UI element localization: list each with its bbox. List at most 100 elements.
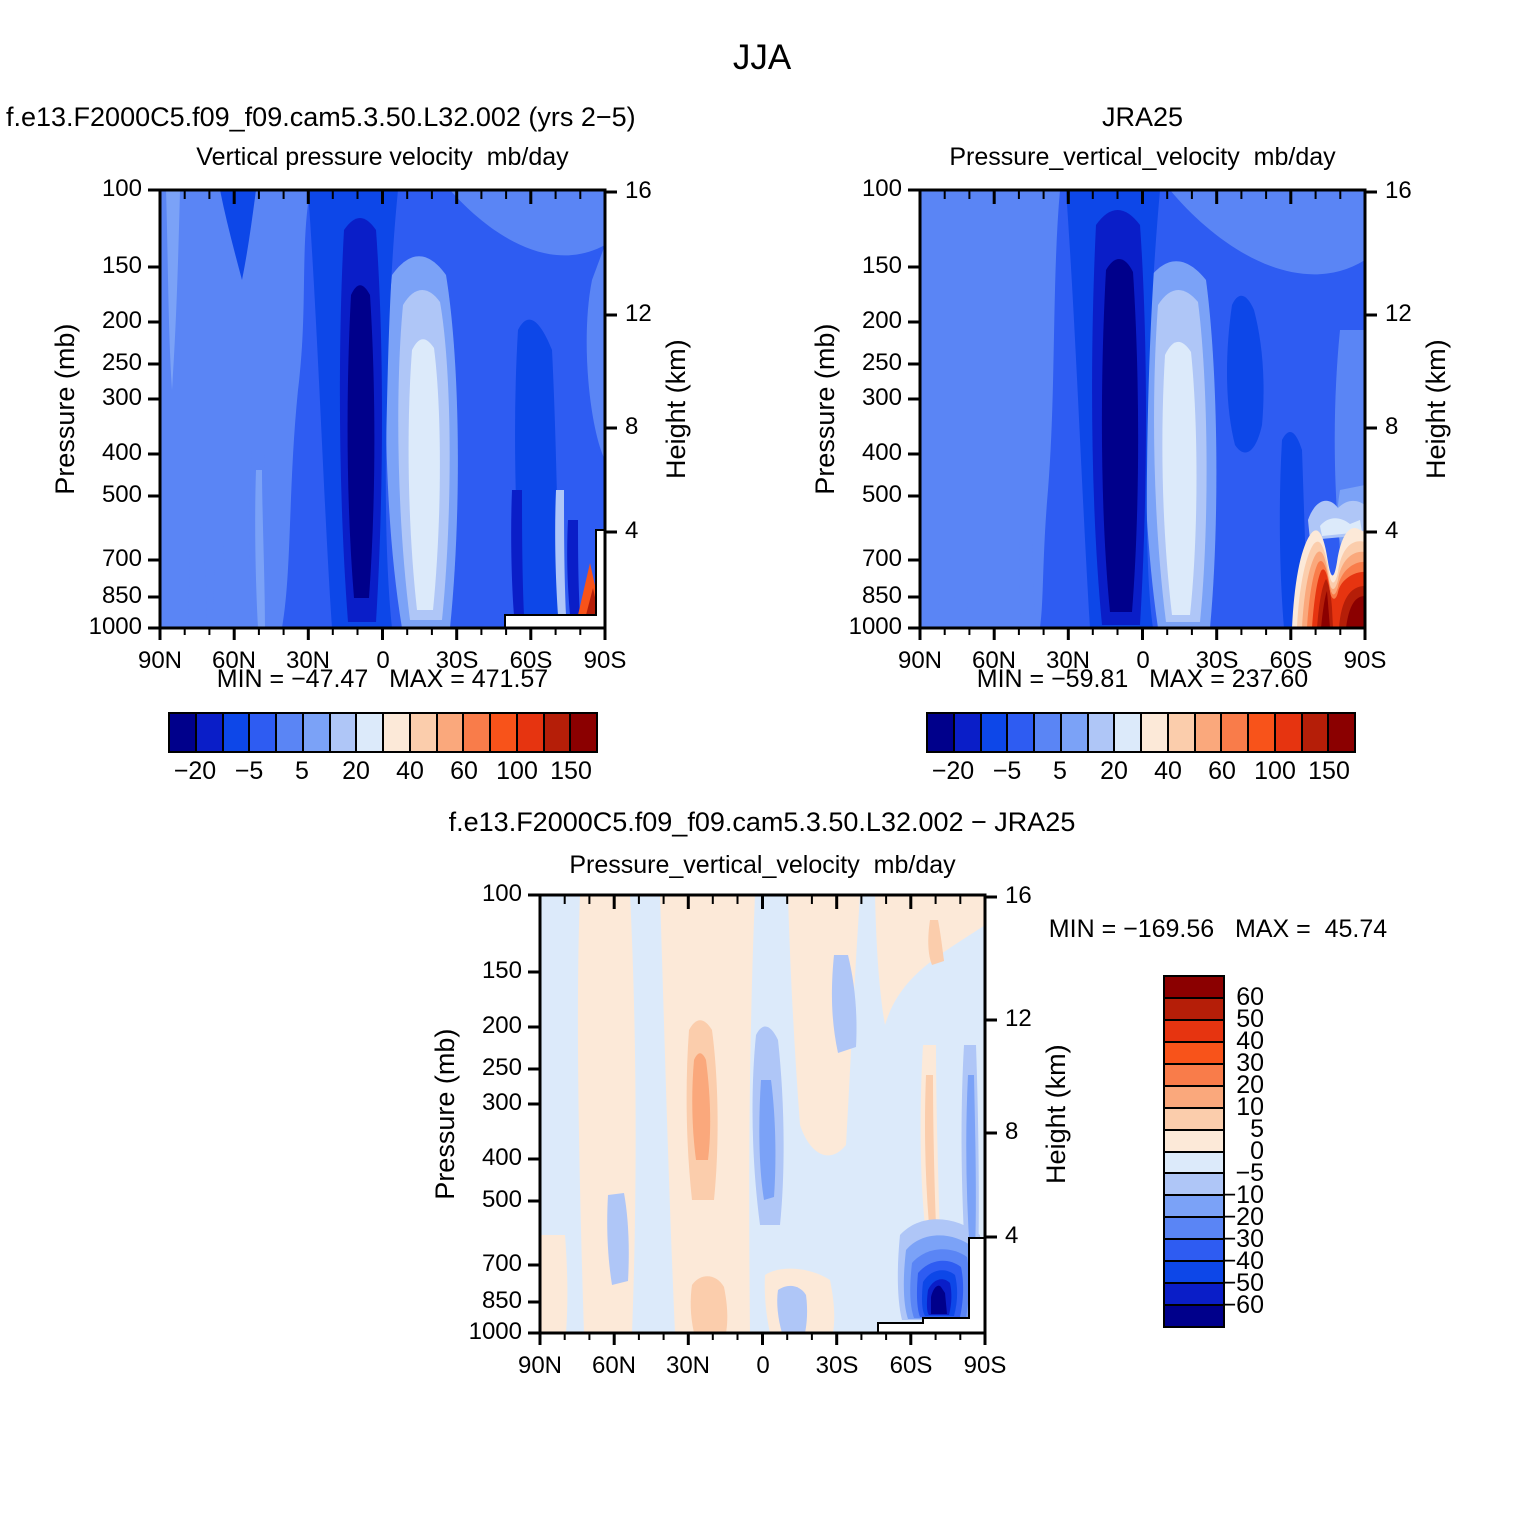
model-colorbar-label: 5 [295,757,309,785]
colorbar-cell [1059,714,1087,751]
colorbar-cell [275,714,302,751]
difference-lat-tick: 90N [517,1352,563,1379]
colorbar-cell [301,714,329,751]
legend-cell [1165,1260,1223,1283]
colorbar-cell [408,714,436,751]
legend-label: −60 [1221,1291,1264,1319]
colorbar-cell [382,714,409,751]
reference-height-tick: 12 [1385,300,1412,327]
difference-pressure-tick: 500 [481,1186,522,1213]
legend-cell [1165,1194,1223,1217]
colorbar-cell [952,714,980,751]
model-lat-tick: 90N [137,647,183,674]
reference-colorbar-label: 150 [1308,757,1350,785]
colorbar-cell [1006,714,1033,751]
legend-cell [1165,1106,1223,1129]
reference-colorbar-label: −5 [992,757,1022,785]
reference-panel-header: JRA25 [1101,102,1184,132]
model-pressure-tick: 150 [101,252,142,279]
reference-lat-tick: 60S [1269,647,1313,674]
colorbar-cell [928,714,953,751]
colorbar-cell [1220,714,1247,751]
reference-colorbar-label: 60 [1208,757,1236,785]
difference-lat-tick: 30S [815,1352,859,1379]
reference-panel-subtitle: Pressure_vertical_velocity mb/day [949,143,1336,171]
difference-pressure-axis-label: Pressure (mb) [429,1028,460,1200]
colorbar-cell [221,714,249,751]
difference-pressure-tick: 150 [481,957,522,984]
legend-label: 20 [1236,1071,1264,1099]
difference-lat-tick: 60S [889,1352,933,1379]
model-axis-ticks [148,188,617,640]
difference-height-axis-label: Height (km) [1040,1044,1071,1184]
legend-cell [1165,996,1223,1019]
legend-label: 60 [1236,983,1264,1011]
difference-pressure-tick: 200 [481,1012,522,1039]
model-colorbar-label: 20 [342,757,370,785]
difference-height-tick: 4 [1005,1222,1019,1249]
reference-lat-tick: 0 [1136,647,1150,674]
difference-panel-header: f.e13.F2000C5.f09_f09.cam5.3.50.L32.002 … [448,807,1076,837]
colorbar-cell [569,714,596,751]
model-lat-tick: 30N [285,647,331,674]
colorbar-cell [979,714,1007,751]
difference-field-paint [540,895,985,1333]
colorbar-cell [1273,714,1301,751]
model-height-tick: 12 [625,300,652,327]
difference-panel-subtitle: Pressure_vertical_velocity mb/day [569,851,956,879]
difference-lat-tick: 30N [665,1352,711,1379]
model-colorbar-label: 150 [550,757,592,785]
legend-cell [1165,1062,1223,1085]
reference-lat-tick: 90S [1343,647,1387,674]
reference-colorbar-label: 20 [1100,757,1128,785]
colorbar-cell [462,714,489,751]
reference-pressure-axis-label: Pressure (mb) [809,323,840,495]
legend-cell [1165,1238,1223,1261]
reference-pressure-tick: 300 [861,384,902,411]
colorbar-cell [170,714,195,751]
reference-lat-tick: 30N [1045,647,1091,674]
model-pressure-tick: 400 [101,439,142,466]
difference-lat-tick: 0 [756,1352,770,1379]
legend-cell [1165,1216,1223,1239]
legend-label: −30 [1221,1225,1264,1253]
difference-height-tick: 8 [1005,1118,1019,1145]
reference-contour-field [908,188,1377,640]
colorbar-cell [1327,714,1354,751]
colorbar-cell [1300,714,1328,751]
reference-height-tick: 8 [1385,413,1399,440]
legend-label: 30 [1236,1049,1264,1077]
model-lat-tick: 30S [435,647,479,674]
model-antarctica-cutout [504,529,605,628]
model-colorbar-label: 40 [396,757,424,785]
difference-negative-blob [903,1235,976,1319]
difference-lat-tick: 60N [591,1352,637,1379]
colorbar-cell [355,714,382,751]
colorbar-cell [194,714,222,751]
legend-label: −50 [1221,1269,1264,1297]
difference-pressure-tick: 400 [481,1144,522,1171]
legend-cell [1165,1018,1223,1041]
page-title: JJA [732,38,792,77]
model-colorbar-label: −5 [234,757,264,785]
model-pressure-tick: 200 [101,307,142,334]
model-pressure-tick: 700 [101,545,142,572]
model-minmax: MIN = −47.47 MAX = 471.57 [216,665,549,693]
reference-colorbar-label: 100 [1254,757,1296,785]
colorbar-cell [1113,714,1140,751]
legend-cell [1165,1150,1223,1173]
legend-cell [1165,1040,1223,1063]
legend-label: −10 [1221,1181,1264,1209]
reference-pressure-tick: 150 [861,252,902,279]
reference-height-tick: 4 [1385,517,1399,544]
model-panel-subtitle: Vertical pressure velocity mb/day [196,143,569,171]
difference-pressure-tick: 250 [481,1054,522,1081]
difference-pressure-tick: 1000 [468,1318,522,1345]
model-pressure-tick: 850 [101,582,142,609]
colorbar-cell [489,714,516,751]
reference-descent-flames [1292,528,1365,628]
legend-cell [1165,1128,1223,1151]
reference-pressure-tick: 500 [861,481,902,508]
reference-lat-tick: 30S [1195,647,1239,674]
model-field-paint [160,190,605,628]
